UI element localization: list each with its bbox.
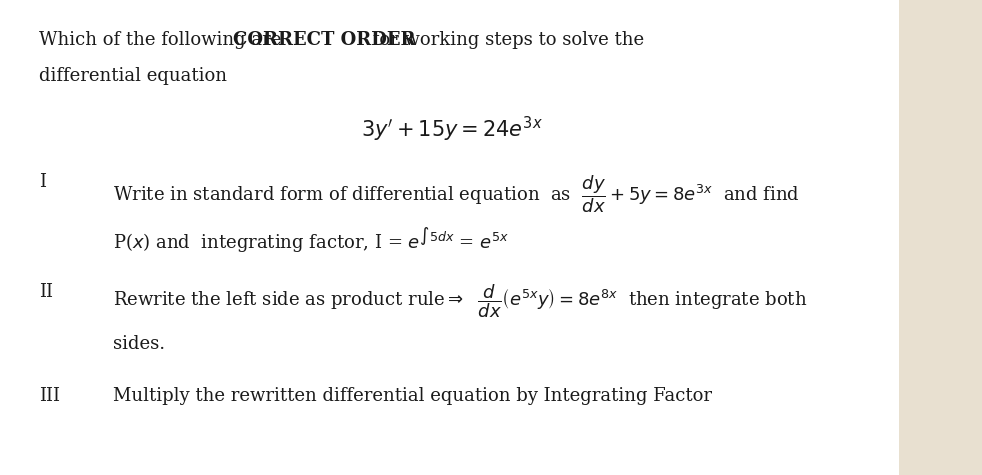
Text: I: I xyxy=(39,173,46,191)
Text: for working steps to solve the: for working steps to solve the xyxy=(367,31,644,49)
FancyBboxPatch shape xyxy=(0,0,899,475)
Text: $3y' +15y = 24e^{3x}$: $3y' +15y = 24e^{3x}$ xyxy=(360,115,543,144)
Text: II: II xyxy=(39,283,53,301)
Text: sides.: sides. xyxy=(113,335,165,353)
Text: Which of the following are: Which of the following are xyxy=(39,31,288,49)
Text: Rewrite the left side as product rule$\Rightarrow$  $\dfrac{d}{dx}\left(e^{5x}y\: Rewrite the left side as product rule$\R… xyxy=(113,283,807,320)
Text: CORRECT ORDER: CORRECT ORDER xyxy=(233,31,415,49)
Text: Write in standard form of differential equation  as  $\dfrac{dy}{dx}+5y=8e^{3x}$: Write in standard form of differential e… xyxy=(113,173,799,215)
Text: III: III xyxy=(39,387,60,405)
Text: P($x$) and  integrating factor, I = $e^{\int 5dx}$ = $e^{5x}$: P($x$) and integrating factor, I = $e^{\… xyxy=(113,226,509,256)
Text: Multiply the rewritten differential equation by Integrating Factor: Multiply the rewritten differential equa… xyxy=(113,387,712,405)
Text: differential equation: differential equation xyxy=(39,67,227,86)
